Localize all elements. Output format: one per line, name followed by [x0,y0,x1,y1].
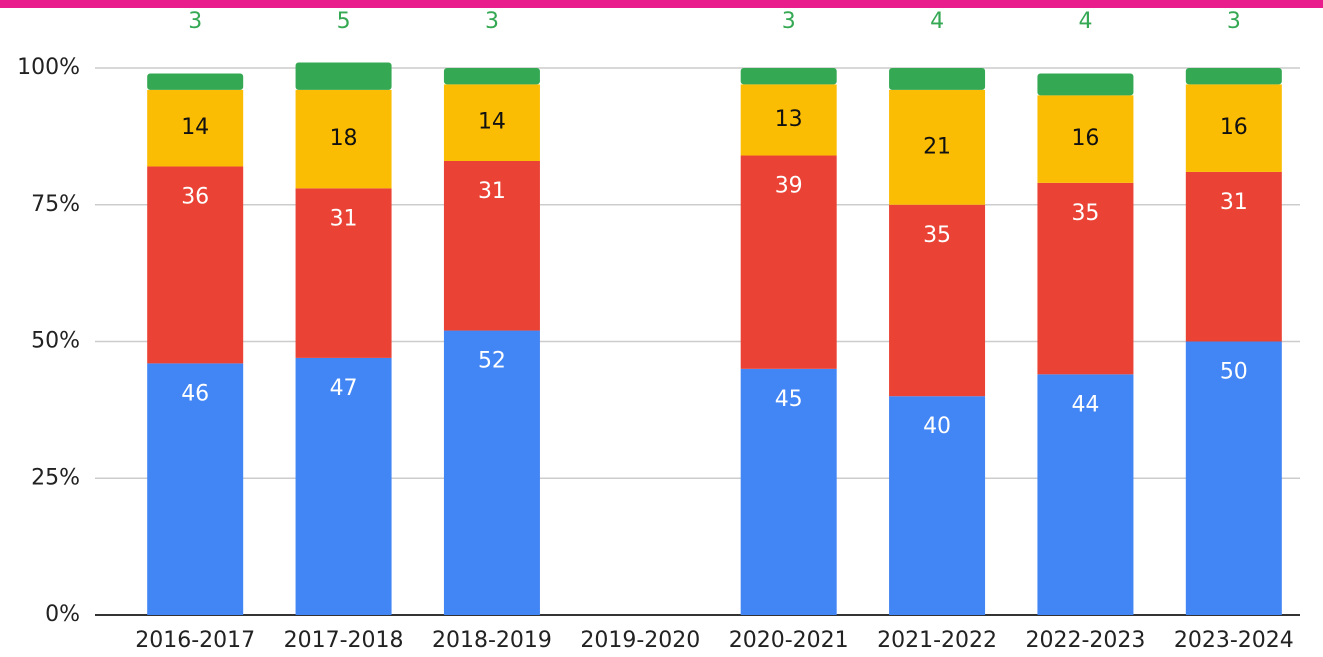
data-label: 45 [775,387,803,412]
data-label: 35 [923,223,951,248]
bar-segment [443,68,540,85]
data-label: 3 [782,9,796,34]
bar-segment [1185,341,1282,615]
data-label: 31 [1220,190,1248,215]
data-label: 40 [923,414,951,439]
data-label: 18 [330,126,358,151]
data-label: 35 [1071,201,1099,226]
bar-segment [740,68,837,85]
y-tick-label: 50% [31,329,80,354]
bar-segment [889,68,986,90]
bar-segment [1185,68,1282,85]
bar-segment [1037,182,1134,375]
data-label: 14 [181,115,209,140]
bar-segment [889,89,986,205]
data-label: 3 [188,9,202,34]
y-tick-label: 0% [45,602,80,627]
data-label: 44 [1071,392,1099,417]
data-label: 36 [181,184,209,209]
data-label: 21 [923,134,951,159]
data-label: 31 [330,206,358,231]
data-label: 16 [1220,115,1248,140]
data-label: 31 [478,179,506,204]
bar-segment [295,89,392,189]
x-tick-label: 2020-2021 [729,628,849,653]
x-tick-label: 2019-2020 [580,628,700,653]
x-tick-label: 2021-2022 [877,628,997,653]
bar-segment [740,84,837,156]
y-tick-label: 25% [31,465,80,490]
bar-segment [147,73,244,90]
x-tick-label: 2017-2018 [284,628,404,653]
bar-segment [740,155,837,369]
bar-segment [147,89,244,167]
y-tick-label: 75% [31,192,80,217]
bar-segment [443,330,540,615]
bar-segment [1185,171,1282,342]
bar-segment [295,188,392,358]
y-tick-label: 100% [17,55,80,80]
data-label: 47 [330,376,358,401]
data-label: 52 [478,349,506,374]
data-label: 3 [1227,9,1241,34]
data-label: 3 [485,9,499,34]
bar-segment [147,166,244,364]
bar-segment [295,357,392,615]
data-label: 50 [1220,360,1248,385]
bar-segment [889,204,986,397]
bar-segment [443,160,540,331]
bar-segment [1037,73,1134,96]
data-label: 4 [930,9,944,34]
x-tick-label: 2022-2023 [1025,628,1145,653]
data-label: 46 [181,381,209,406]
bar-segment [889,396,986,615]
bar-segment [1037,95,1134,183]
data-label: 13 [775,107,803,132]
bar-segment [147,363,244,615]
bar-segment [1037,374,1134,615]
data-label: 39 [775,174,803,199]
x-tick-label: 2018-2019 [432,628,552,653]
top-strip [0,0,1323,8]
bar-segment [740,368,837,615]
data-label: 5 [337,9,351,34]
data-label: 4 [1078,9,1092,34]
bar-segment [443,84,540,161]
x-tick-label: 2023-2024 [1174,628,1294,653]
bar-segment [1185,84,1282,172]
x-tick-label: 2016-2017 [135,628,255,653]
data-label: 14 [478,110,506,135]
data-label: 16 [1071,126,1099,151]
bar-segment [295,62,392,90]
